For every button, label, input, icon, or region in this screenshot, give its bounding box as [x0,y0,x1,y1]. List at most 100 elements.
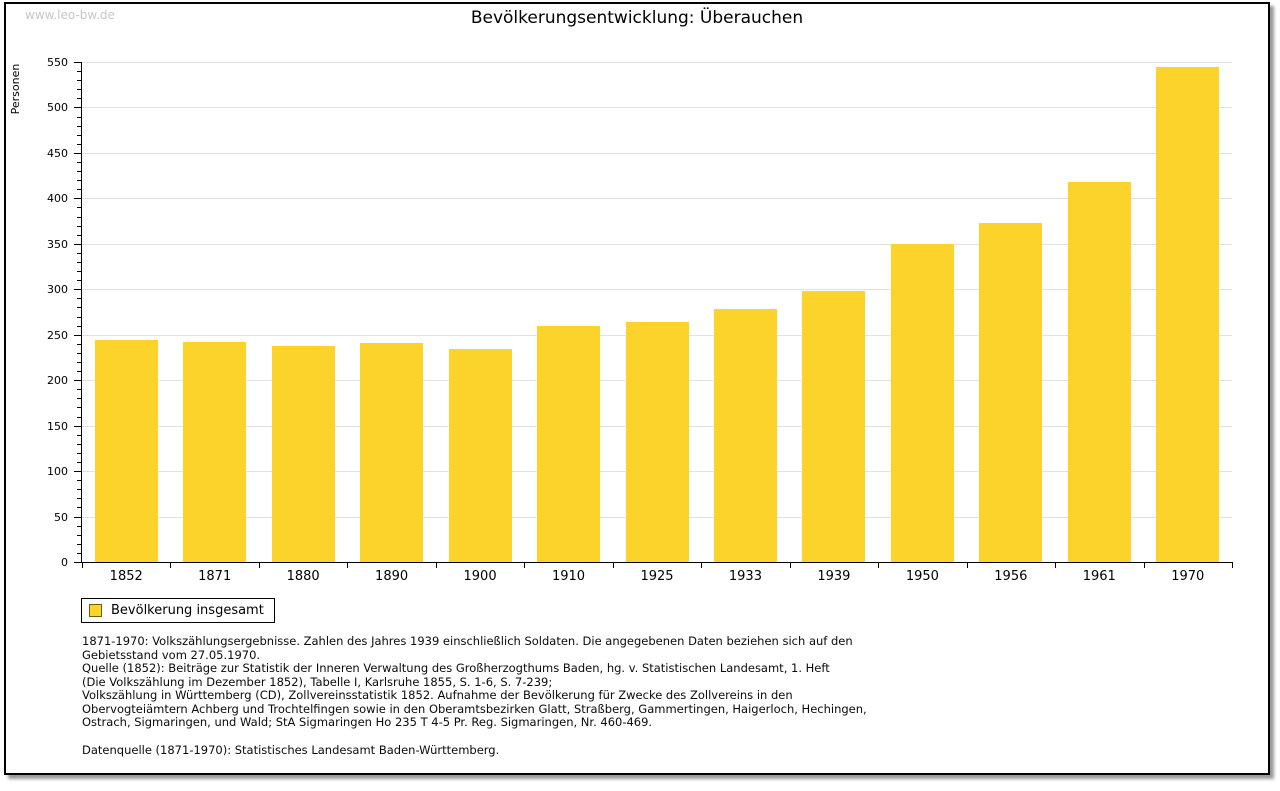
y-minor-tick [77,189,81,191]
y-minor-tick [77,480,81,482]
x-boundary-tick [435,563,437,568]
y-minor-tick [77,252,81,254]
y-minor-tick [77,71,81,73]
y-minor-tick [77,234,81,236]
y-minor-tick [77,116,81,118]
y-minor-tick [77,162,81,163]
bar-1950 [890,243,954,562]
y-axis-title: Personen [9,63,22,115]
y-major-tick [74,334,81,336]
x-boundary-tick [966,563,968,568]
x-boundary-tick [82,563,83,568]
bar-1871 [183,342,247,562]
y-minor-tick [77,207,81,209]
y-tick-label: 350 [47,237,68,251]
y-tick-label: 300 [47,283,68,297]
y-minor-tick [77,552,81,554]
y-major-tick [74,516,81,518]
x-boundary-tick [347,563,349,568]
y-minor-tick [77,407,81,409]
y-minor-tick [77,489,81,491]
y-minor-tick [77,225,81,227]
x-tick-label: 1871 [198,569,232,584]
y-major-tick [74,107,81,109]
footnote-line: (Die Volkszählung im Dezember 1852), Tab… [82,674,553,689]
legend-label: Bevölkerung insgesamt [111,603,264,618]
datasource-note: Datenquelle (1871-1970): Statistisches L… [82,743,500,757]
x-boundary-tick [258,563,260,568]
y-minor-tick [77,171,81,173]
page-title: Bevölkerungsentwicklung: Überauchen [470,8,804,28]
y-tick-label: 550 [47,56,68,69]
y-major-tick [74,425,81,427]
gridline [82,243,1232,245]
y-major-tick [74,562,81,563]
x-boundary-tick [1143,563,1145,568]
gridline [82,152,1232,154]
x-tick-label: 1910 [551,569,586,584]
x-boundary-tick [1055,563,1057,568]
footnote-line: Gebietsstand vom 27.05.1970. [82,647,261,662]
y-minor-tick [77,98,81,100]
bar-1880 [271,345,335,562]
y-major-tick [74,471,81,473]
y-tick-label: 150 [47,419,68,433]
bar-1910 [537,325,601,562]
legend: Bevölkerung insgesamt [81,598,275,623]
bar-1961 [1067,182,1131,562]
y-major-tick [74,152,81,154]
y-minor-tick [77,443,81,445]
watermark: www.leo-bw.de [25,8,115,22]
x-boundary-tick [701,563,703,568]
y-tick-label: 50 [54,510,68,524]
y-minor-tick [77,307,81,309]
y-minor-tick [77,434,81,436]
y-minor-tick [77,543,81,545]
gridline [82,107,1232,109]
x-tick-label: 1925 [640,569,674,584]
y-minor-tick [77,325,81,327]
footnote-line: Ostrach, Sigmaringen, und Wald; StA Sigm… [82,715,653,729]
x-tick-label: 1880 [286,569,320,584]
y-tick-label: 500 [47,101,68,115]
bar-1890 [360,342,424,562]
legend-swatch-icon [89,604,102,617]
footnote-line: 1871-1970: Volkszählungsergebnisse. Zahl… [82,634,853,648]
x-axis-line [81,562,1233,563]
y-minor-tick [77,362,81,363]
y-minor-tick [77,262,81,263]
x-tick-label: 1939 [817,569,851,584]
gridline [82,62,1232,63]
y-axis-line [81,62,82,563]
y-minor-tick [77,389,81,391]
x-tick-label: 1956 [994,569,1028,584]
bar-1852 [94,340,158,562]
y-major-tick [74,289,81,291]
bar-1925 [625,322,689,562]
y-major-tick [74,380,81,382]
y-minor-tick [77,534,81,536]
y-tick-label: 400 [47,192,68,206]
y-minor-tick [77,343,81,345]
gridline [82,198,1232,200]
y-minor-tick [77,80,81,82]
x-tick-label: 1900 [463,569,497,584]
x-tick-label: 1961 [1082,569,1116,584]
footnote-line: Obervogteiämtern Achberg und Trochtelfin… [82,701,867,716]
y-minor-tick [77,216,81,218]
y-minor-tick [77,507,81,509]
bar-1970 [1156,66,1220,562]
bar-1900 [448,349,512,562]
y-tick-label: 0 [61,556,68,569]
y-tick-label: 100 [47,465,68,479]
y-minor-tick [77,89,81,91]
x-tick-label: 1890 [375,569,409,584]
x-tick-label: 1970 [1171,569,1205,584]
y-minor-tick [77,452,81,454]
y-major-tick [74,198,81,200]
y-minor-tick [77,398,81,400]
y-major-tick [74,62,81,63]
y-minor-tick [77,298,81,300]
x-boundary-tick [878,563,880,568]
y-minor-tick [77,280,81,282]
